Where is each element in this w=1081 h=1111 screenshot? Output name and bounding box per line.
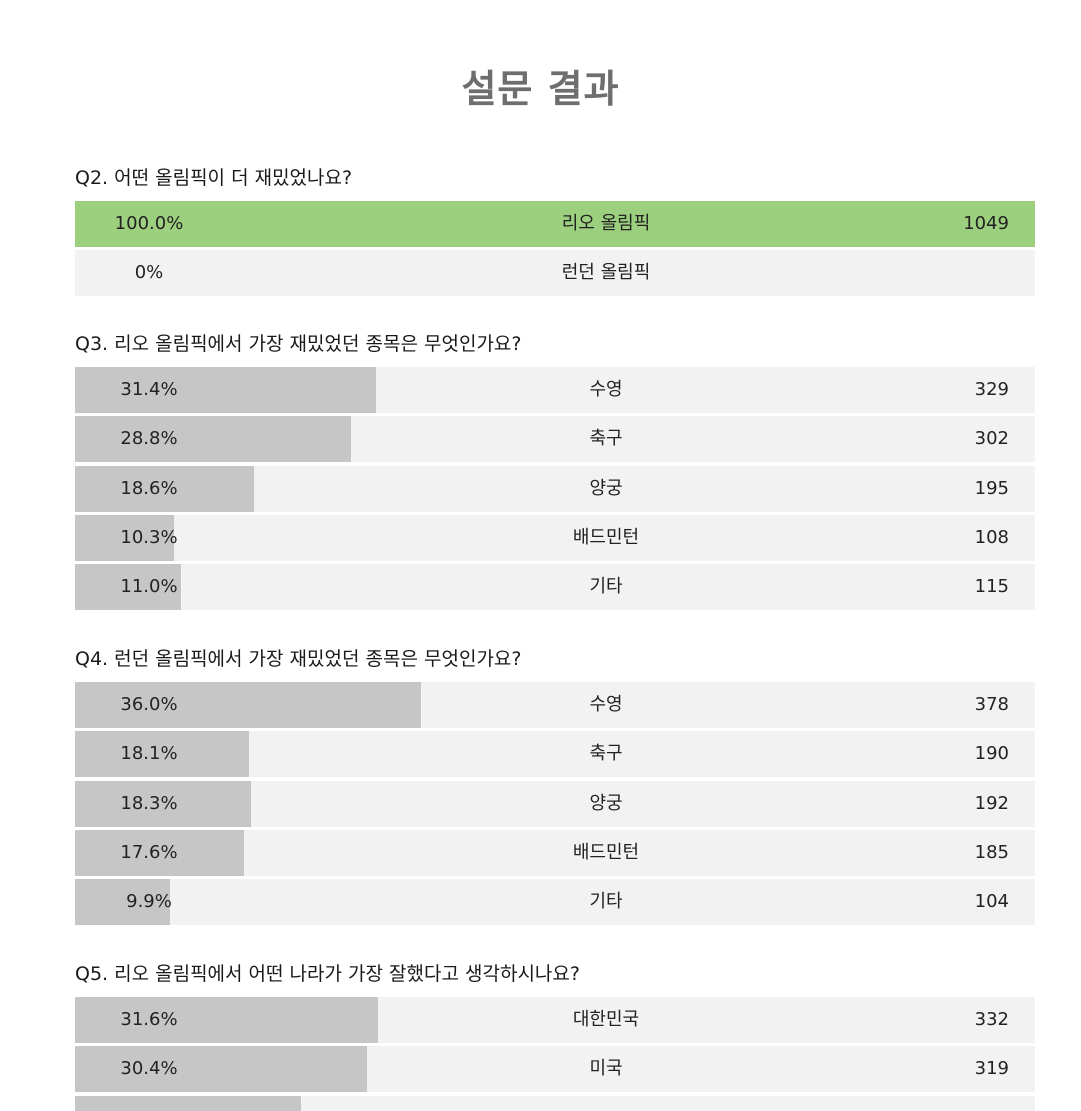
result-label: 배드민턴 <box>572 526 640 548</box>
question-title: Q4. 런던 올림픽에서 가장 재밌었던 종목은 무엇인가요? <box>75 648 522 670</box>
result-percent: 17.6% <box>120 841 178 863</box>
result-count: 190 <box>974 743 1009 765</box>
result-percent: 9.9% <box>126 891 172 913</box>
result-bar <box>75 682 421 728</box>
result-row: 31.4% 수영 329 <box>75 367 1035 413</box>
result-label: 축구 <box>589 743 623 765</box>
result-count: 1049 <box>963 213 1009 234</box>
result-row: 100.0% 리오 올림픽 1049 <box>75 201 1035 247</box>
result-bar <box>75 514 174 561</box>
result-label: 기타 <box>589 891 623 913</box>
result-bar <box>75 997 379 1043</box>
result-count: 329 <box>974 379 1009 400</box>
question-q5: Q5. 리오 올림픽에서 어떤 나라가 가장 잘했다고 생각하시나요? 31.6… <box>75 959 1035 1111</box>
result-count: 378 <box>974 694 1009 715</box>
result-bar <box>75 1046 367 1093</box>
result-label: 수영 <box>589 379 623 400</box>
result-row: 18.1% 축구 190 <box>75 731 1035 778</box>
result-row: 18.3% 양궁 192 <box>75 780 1035 827</box>
question-title: Q2. 어떤 올림픽이 더 재밌었나요? <box>75 167 353 189</box>
page-title: 설문 결과 <box>461 67 620 111</box>
result-label: 미국 <box>589 1058 623 1080</box>
result-row: 0% 런던 올림픽 <box>75 250 1035 297</box>
result-count: 104 <box>974 891 1009 913</box>
result-percent: 28.8% <box>120 428 178 450</box>
result-row: 18.6% 양궁 195 <box>75 465 1035 512</box>
question-title: Q5. 리오 올림픽에서 어떤 나라가 가장 잘했다고 생각하시나요? <box>75 963 580 985</box>
result-bar <box>75 564 181 611</box>
question-q3: Q3. 리오 올림픽에서 가장 재밌었던 종목은 무엇인가요? 31.4% 수영… <box>75 329 1035 613</box>
result-bar <box>75 416 352 463</box>
result-label: 양궁 <box>589 792 623 814</box>
result-percent: 18.6% <box>120 477 178 499</box>
result-percent: 10.3% <box>120 526 178 548</box>
result-bar <box>75 731 249 778</box>
result-row: 17.6% 배드민턴 185 <box>75 829 1035 876</box>
result-percent: 11.0% <box>120 576 178 598</box>
result-bar <box>75 829 244 876</box>
result-label: 축구 <box>589 428 623 450</box>
result-count: 195 <box>974 477 1009 499</box>
result-bar <box>75 1095 301 1111</box>
result-row: 30.4% 미국 319 <box>75 1046 1035 1093</box>
result-count: 332 <box>974 1009 1009 1030</box>
result-label: 수영 <box>589 694 623 715</box>
result-bar <box>75 879 171 926</box>
result-percent: 100.0% <box>114 213 184 234</box>
result-bar <box>75 367 377 413</box>
result-label: 배드민턴 <box>572 841 640 863</box>
result-percent: 30.4% <box>120 1058 178 1080</box>
result-percent: 36.0% <box>120 694 178 715</box>
result-count: 192 <box>974 792 1009 814</box>
result-percent: 18.3% <box>120 792 178 814</box>
result-label: 리오 올림픽 <box>561 213 651 234</box>
result-row <box>75 1095 1035 1111</box>
result-bar <box>75 780 251 827</box>
result-row: 31.6% 대한민국 332 <box>75 997 1035 1043</box>
result-count: 115 <box>974 576 1009 598</box>
result-percent: 31.4% <box>120 379 178 400</box>
result-percent: 31.6% <box>120 1009 178 1030</box>
question-title: Q3. 리오 올림픽에서 가장 재밌었던 종목은 무엇인가요? <box>75 333 522 355</box>
result-count: 108 <box>974 526 1009 548</box>
result-label: 런던 올림픽 <box>561 262 651 284</box>
result-label: 기타 <box>589 576 623 598</box>
result-row: 10.3% 배드민턴 108 <box>75 514 1035 561</box>
result-count: 302 <box>974 428 1009 450</box>
result-row: 9.9% 기타 104 <box>75 879 1035 926</box>
question-q2: Q2. 어떤 올림픽이 더 재밌었나요? 100.0% 리오 올림픽 1049 … <box>75 163 1035 300</box>
result-label <box>75 1096 1035 1111</box>
result-count: 319 <box>974 1058 1009 1080</box>
result-percent: 18.1% <box>120 743 178 765</box>
result-bar <box>75 201 1035 247</box>
result-percent: 0% <box>134 262 164 284</box>
result-bar <box>75 465 254 512</box>
result-count: 185 <box>974 841 1009 863</box>
result-label: 양궁 <box>589 477 623 499</box>
question-q4: Q4. 런던 올림픽에서 가장 재밌었던 종목은 무엇인가요? 36.0% 수영… <box>75 644 1035 928</box>
result-row: 28.8% 축구 302 <box>75 416 1035 463</box>
result-row: 36.0% 수영 378 <box>75 682 1035 728</box>
result-row: 11.0% 기타 115 <box>75 564 1035 611</box>
result-label: 대한민국 <box>572 1009 640 1030</box>
